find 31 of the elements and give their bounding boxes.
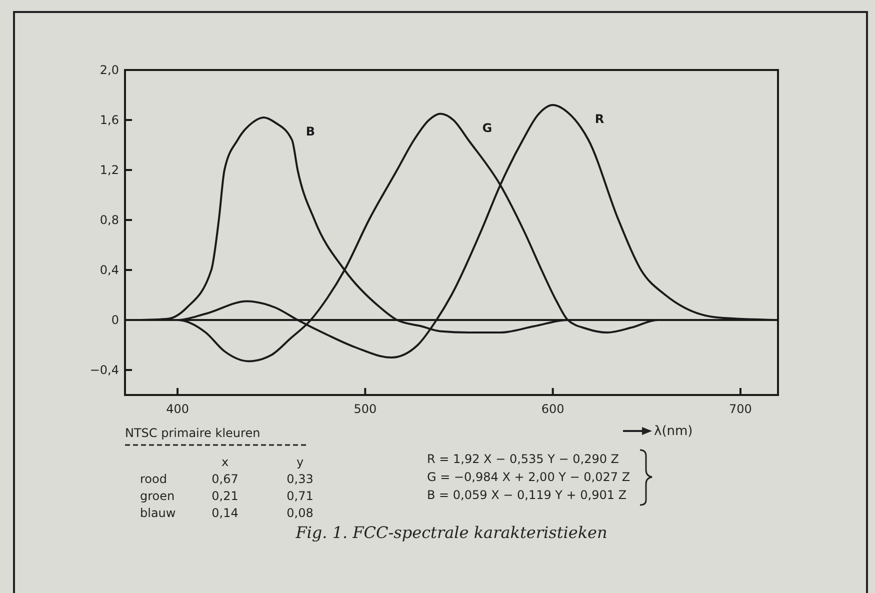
series-label: G [482,120,492,135]
y-tick-label: −0,4 [90,363,119,378]
text: rood [140,472,167,486]
text: 0,14 [212,506,238,520]
series-label: B [306,124,316,138]
x-tick-label: 500 [354,402,377,416]
text: 0,71 [286,489,314,503]
text: B = 0,059 X − 0,119 Y + 0,901 Z [427,488,627,502]
text: 0,67 [212,472,238,486]
y-tick-label: 0,4 [100,263,119,278]
x-axis-title: λ(nm) [654,424,693,439]
text: 0,08 [286,506,314,520]
y-tick-label: 0 [111,313,119,328]
text: G = −0,984 X + 2,00 Y − 0,027 Z [427,470,630,484]
y-tick-label: 1,6 [100,113,119,128]
text: groen [140,489,175,503]
series-label: R [594,112,604,126]
text: 0,21 [212,489,238,503]
text: x [221,455,229,469]
text: Fig. 1. FCC-spectrale karakteristieken [294,523,608,542]
x-tick-label: 700 [729,402,752,416]
text: 0,33 [286,472,314,486]
text: NTSC primaire kleuren [125,426,260,440]
text: R = 1,92 X − 0,535 Y − 0,290 Z [427,452,620,466]
y-tick-label: 2,0 [100,63,119,78]
y-tick-label: 0,8 [100,213,119,228]
text: y [296,455,304,469]
text: blauw [140,506,176,520]
y-tick-label: 1,2 [100,163,119,178]
x-tick-label: 400 [166,402,189,416]
x-tick-label: 600 [541,402,564,416]
